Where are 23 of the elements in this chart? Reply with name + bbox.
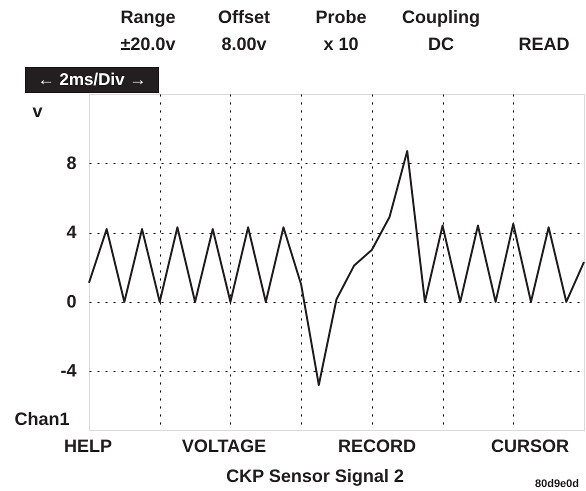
line-series	[88, 150, 585, 386]
text: READ	[518, 34, 570, 54]
y-tick-label: -4	[60, 360, 76, 381]
text: DC	[428, 34, 454, 54]
y-axis-title: v	[32, 100, 43, 121]
y-tick-label: 0	[66, 291, 76, 312]
text: x 10	[323, 34, 359, 54]
y-tick-label: 4	[66, 222, 76, 242]
text: RECORD	[338, 436, 416, 456]
text: VOLTAGE	[182, 436, 266, 456]
text: ← 2ms/Div →	[38, 70, 146, 89]
text: 80d9e0d	[534, 478, 580, 490]
text: Offset	[218, 7, 270, 27]
y-tick-label: 8	[66, 152, 76, 173]
text: CKP Sensor Signal 2	[226, 466, 404, 486]
text: Chan1	[14, 409, 70, 429]
text: HELP	[64, 436, 112, 456]
text: ±20.0v	[120, 34, 176, 54]
text: 8.00v	[221, 34, 267, 54]
text: CURSOR	[490, 436, 570, 456]
text: Probe	[315, 7, 367, 27]
text: Coupling	[402, 7, 480, 27]
text: Range	[120, 7, 176, 27]
